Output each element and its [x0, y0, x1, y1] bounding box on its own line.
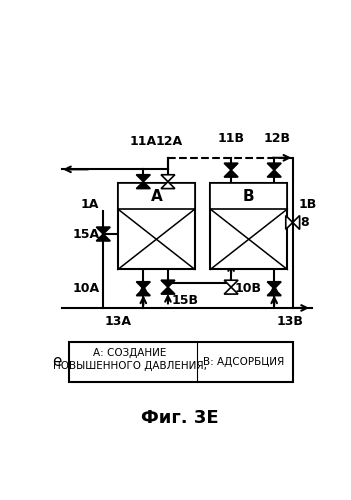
Polygon shape [96, 234, 110, 241]
Text: А: СОЗДАНИЕ
ПОВЫШЕННОГО ДАВЛЕНИЯ,: А: СОЗДАНИЕ ПОВЫШЕННОГО ДАВЛЕНИЯ, [53, 348, 207, 371]
Polygon shape [267, 163, 281, 170]
Polygon shape [224, 287, 238, 294]
Text: 13В: 13В [277, 316, 303, 328]
Text: В: АДСОРБЦИЯ: В: АДСОРБЦИЯ [203, 357, 284, 367]
Text: 12В: 12В [264, 132, 291, 145]
Bar [118, 183, 195, 270]
Polygon shape [267, 282, 281, 288]
Text: 11В: 11В [218, 132, 245, 145]
Polygon shape [137, 174, 150, 182]
Polygon shape [267, 288, 281, 296]
Text: 13А: 13А [105, 316, 132, 328]
Text: 15А: 15А [72, 228, 99, 240]
Polygon shape [161, 174, 175, 182]
Bar [210, 183, 287, 209]
Polygon shape [224, 163, 238, 170]
Polygon shape [161, 182, 175, 188]
Polygon shape [286, 216, 293, 230]
Text: 12А: 12А [156, 135, 183, 148]
Polygon shape [96, 227, 110, 234]
Polygon shape [161, 287, 175, 294]
Text: 15В: 15В [172, 294, 199, 306]
Bar [118, 183, 195, 209]
Polygon shape [224, 280, 238, 287]
Bar [210, 183, 287, 270]
Polygon shape [137, 182, 150, 188]
Text: 10А: 10А [72, 282, 99, 295]
Text: В: В [243, 188, 254, 204]
Polygon shape [161, 280, 175, 287]
Polygon shape [267, 170, 281, 177]
Polygon shape [137, 282, 150, 288]
Text: e: e [52, 354, 62, 370]
Text: Фиг. 3Е: Фиг. 3Е [141, 409, 218, 427]
Text: А: А [151, 188, 162, 204]
Bar [69, 342, 293, 382]
Polygon shape [224, 170, 238, 177]
Text: 1В: 1В [299, 198, 317, 211]
Polygon shape [137, 288, 150, 296]
Text: 10В: 10В [235, 282, 262, 295]
Text: 1А: 1А [81, 198, 99, 211]
Text: 11А: 11А [130, 135, 157, 148]
Polygon shape [293, 216, 300, 230]
Text: 8: 8 [300, 216, 309, 229]
